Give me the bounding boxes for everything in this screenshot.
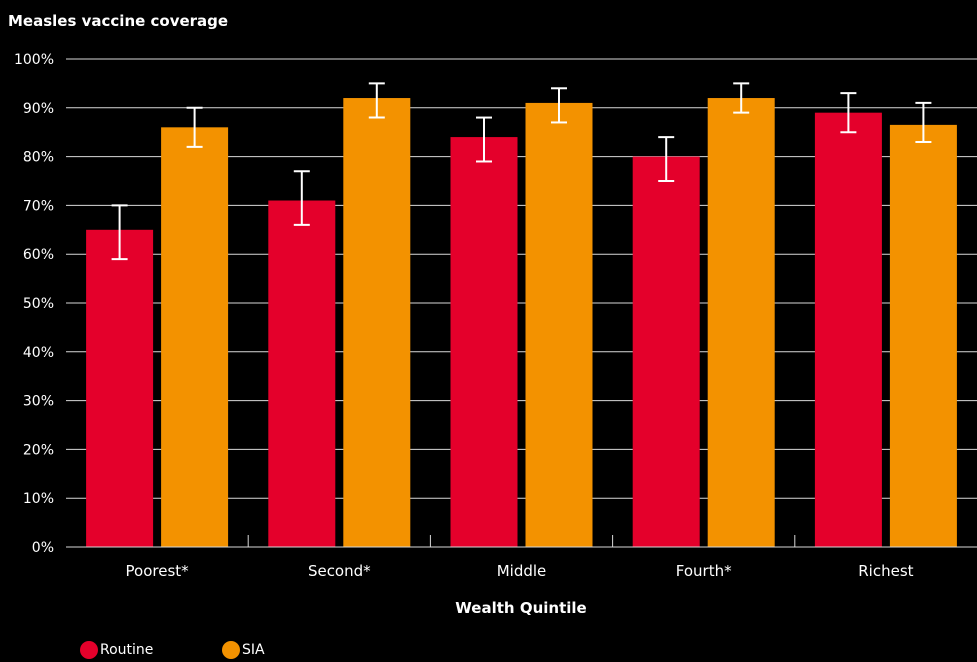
bar-sia-4	[707, 98, 775, 547]
error-bar	[368, 82, 385, 119]
error-bar	[840, 92, 857, 134]
bar-sia-1	[161, 127, 229, 547]
legend-item-sia: SIA	[222, 641, 265, 659]
bar-routine-1	[86, 229, 154, 548]
y-tick-label: 50%	[23, 296, 54, 312]
bar-sia-3	[525, 102, 593, 548]
bar-routine-3	[450, 137, 518, 547]
y-axis-ticks: 0% 10% 20% 30% 40% 50% 60% 70% 80% 90% 100%	[14, 52, 54, 556]
y-tick-label: 60%	[23, 247, 54, 263]
error-bar	[476, 116, 492, 163]
bar-sia-5	[889, 124, 957, 547]
y-tick-label: 80%	[23, 150, 54, 166]
chart-title: Measles vaccine coverage	[8, 12, 229, 30]
error-bar	[186, 106, 203, 148]
routine-swatch-icon	[80, 641, 98, 659]
y-tick-label: 40%	[23, 345, 54, 361]
x-tick-label: Richest	[858, 562, 913, 580]
y-tick-label: 0%	[32, 540, 54, 556]
x-axis-label: Wealth Quintile	[455, 599, 586, 617]
bar-routine-5	[814, 112, 882, 548]
x-tick-label: Poorest*	[126, 562, 190, 580]
error-bar	[733, 82, 750, 114]
x-tick-label: Fourth*	[676, 562, 732, 580]
error-bar	[293, 170, 310, 226]
bar-routine-4	[632, 156, 700, 547]
y-tick-label: 90%	[23, 101, 54, 117]
y-tick-label: 100%	[14, 52, 54, 68]
error-bar	[551, 87, 567, 124]
x-axis	[66, 535, 977, 548]
x-tick-label: Second*	[308, 562, 371, 580]
x-tick-label: Middle	[497, 562, 547, 580]
legend-item-routine: Routine	[80, 641, 153, 659]
y-tick-label: 70%	[23, 198, 54, 214]
bar-routine-2	[268, 200, 336, 547]
y-tick-label: 10%	[23, 491, 54, 507]
bar-sia-2	[343, 98, 411, 547]
error-bar	[915, 101, 932, 143]
y-tick-label: 30%	[23, 394, 54, 410]
x-axis-ticks: Poorest* Second* Middle Fourth* Richest	[126, 562, 914, 580]
error-bar	[658, 136, 675, 182]
legend-label-sia: SIA	[242, 642, 265, 658]
bars	[86, 82, 957, 548]
error-bar	[111, 204, 128, 261]
legend-label-routine: Routine	[100, 642, 154, 658]
sia-swatch-icon	[222, 641, 240, 659]
y-tick-label: 20%	[23, 442, 54, 458]
